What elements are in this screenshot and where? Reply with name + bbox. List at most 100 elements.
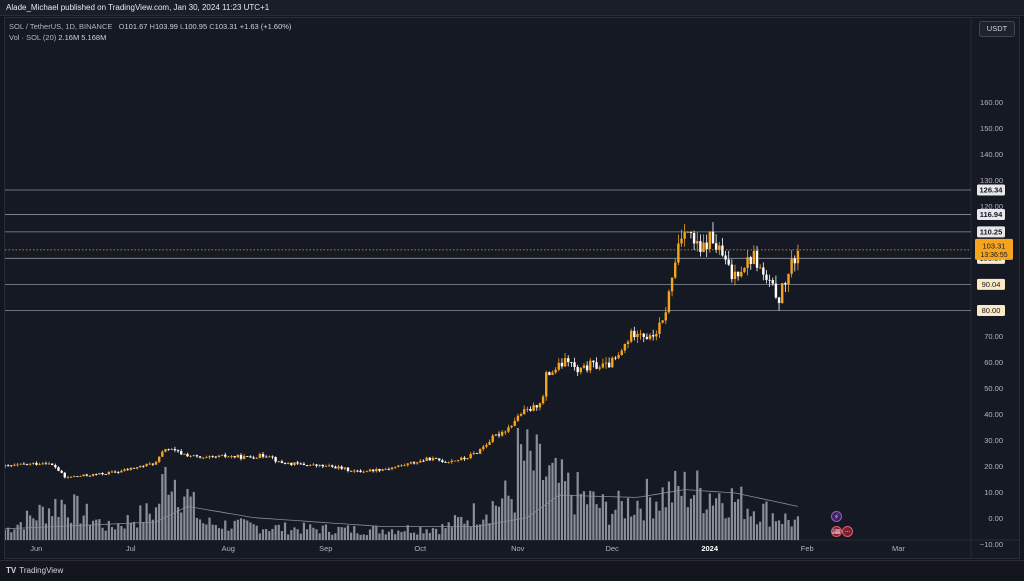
candle-body [66,476,70,478]
candle-body [777,297,781,304]
candle-body [44,463,48,465]
chart-frame[interactable]: 160.00150.00140.00130.00120.00110.00100.… [4,17,1020,559]
candle-body [796,250,800,264]
volume-bar [733,501,737,540]
y-tick-label: 0.00 [988,514,1003,523]
candle-body [428,457,431,461]
volume-bar [82,515,85,540]
candle-body [629,330,633,342]
candle-body [334,466,337,469]
volume-bar [142,522,145,540]
candle-body [246,456,249,457]
candle-body [680,238,683,244]
volume-bar [334,533,337,540]
volume-bar [400,532,403,540]
volume-bar [327,531,331,540]
volume-bar [419,526,422,540]
currency-button[interactable]: USDT [979,21,1015,37]
candle-body [110,471,114,473]
candle-body [271,456,274,458]
candle-body [683,232,686,239]
volume-bar [359,534,362,540]
more-events-icon[interactable]: ... [842,526,853,537]
candle-body [349,470,353,472]
candle-body [730,264,734,280]
y-tick-label: −10.00 [980,540,1003,549]
symbol-label[interactable]: SOL / TetherUS, 1D, BINANCE [9,22,113,31]
volume-bar [7,527,10,540]
volume-ma-value: 5.168M [81,33,107,42]
volume-bar [258,533,261,540]
candle-body [692,232,696,244]
volume-bar [346,525,350,540]
volume-bar [271,528,274,540]
candle-body [787,273,790,285]
volume-bar [16,524,19,540]
volume-bar [711,505,715,540]
candle-body [208,456,211,458]
volume-bar [318,533,321,540]
volume-bar [299,533,302,540]
volume-bar [677,485,680,540]
candle-body [79,476,82,477]
candle-body [604,362,608,364]
volume-bar [189,496,192,540]
volume-label[interactable]: Vol · SOL (20) [9,33,57,42]
volume-bar [167,494,170,540]
candle-body [101,472,104,475]
candle-body [658,322,661,334]
candle-body [651,335,655,337]
candle-body [614,357,617,359]
y-tick-label: 130.00 [980,176,1003,185]
event-icon[interactable]: ⚡ [831,511,842,522]
volume-bar [573,514,576,540]
x-tick-label: Aug [222,544,235,553]
price-chart[interactable]: 160.00150.00140.00130.00120.00110.00100.… [5,18,1019,558]
volume-bar [450,527,453,540]
candle-body [400,465,403,467]
volume-bar [557,482,560,540]
volume-bar [114,529,117,540]
candle-body [617,355,620,359]
candle-body [337,466,340,469]
volume-bar [384,534,387,540]
volume-bar [145,503,148,540]
volume-bar [686,507,689,540]
volume-bar [680,495,683,540]
volume-bar [730,488,733,540]
volume-bar [296,529,299,540]
volume-bar [129,522,132,540]
candle-body [393,466,397,468]
y-tick-label: 60.00 [984,358,1003,367]
candle-body [331,465,334,467]
candle-body [711,231,715,244]
candle-body [164,449,167,452]
volume-bar [532,470,535,540]
level-label-bg [977,184,1005,196]
volume-bar [132,521,136,540]
volume-bar [519,444,523,540]
volume-bar [551,462,554,540]
volume-bar [582,491,586,540]
volume-bar [198,519,202,540]
candle-body [639,333,642,335]
volume-bar [92,520,95,540]
volume-bar [652,518,655,540]
candle-body [699,241,702,253]
publisher-text: Alade_Michael published on TradingView.c… [6,3,270,12]
candle-body [54,465,57,468]
candle-body [343,467,347,469]
candle-body [567,358,570,363]
volume-bar [227,530,230,540]
us-flag-icon[interactable]: 🇺🇸 [831,526,842,537]
volume-bar [589,490,592,540]
y-tick-label: 20.00 [984,462,1003,471]
candle-body [460,457,463,461]
candle-body [526,408,529,410]
volume-bar [66,517,70,540]
tradingview-logo[interactable]: TV TradingView [6,566,64,575]
candle-body [170,449,173,450]
volume-bar [280,531,283,540]
candle-body [522,409,526,415]
candle-body [183,453,186,455]
